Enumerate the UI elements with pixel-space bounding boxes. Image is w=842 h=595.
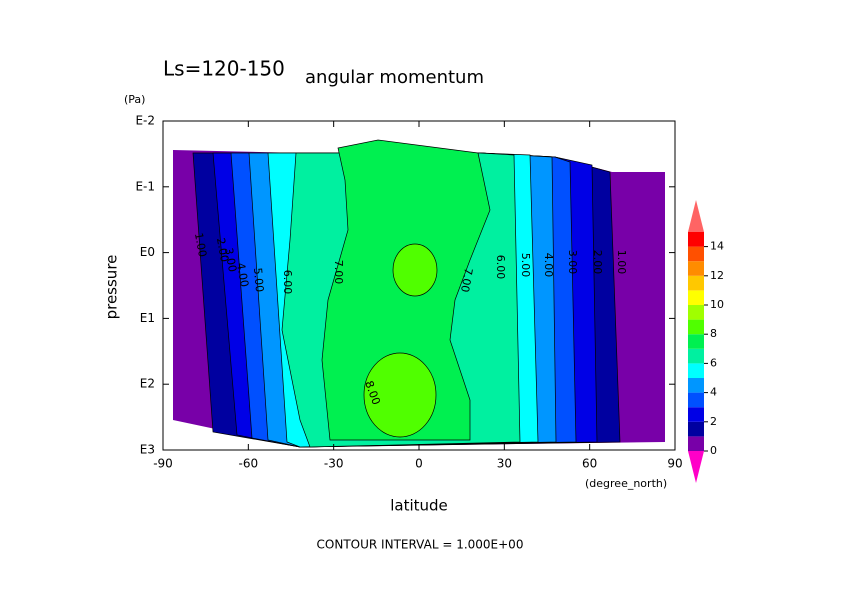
colorbar-tick-label: 0 (710, 444, 717, 457)
colorbar-cell (688, 246, 704, 262)
contour-region (363, 352, 437, 438)
footnote: CONTOUR INTERVAL = 1.000E+00 (317, 538, 524, 552)
contour-label: 7.00 (458, 267, 475, 293)
colorbar-cell (688, 378, 704, 393)
colorbar-tick-label: 14 (710, 240, 724, 253)
contour-label: 6.00 (281, 270, 294, 295)
y-tick-label: E3 (140, 443, 155, 457)
colorbar-cell (688, 436, 704, 451)
colorbar-cell (688, 261, 704, 276)
colorbar-cell (688, 319, 704, 335)
chart-title: Ls=120-150 (163, 57, 285, 81)
colorbar-cell (688, 334, 704, 349)
colorbar-cell (688, 407, 704, 422)
colorbar-cell (688, 232, 704, 247)
contour-label: 5.00 (519, 253, 532, 278)
colorbar-over (688, 200, 704, 232)
colorbar-tick-label: 2 (710, 415, 717, 428)
contour-label: 1.00 (615, 250, 628, 275)
x-tick-label: -90 (153, 457, 173, 471)
chart-subtitle: angular momentum (305, 67, 484, 88)
colorbar-tick-label: 8 (710, 327, 717, 340)
x-tick-label: 30 (497, 457, 512, 471)
colorbar-cell (688, 348, 704, 364)
y-tick-label: E0 (140, 245, 155, 259)
contour-label: 3.00 (566, 250, 579, 275)
contour-label: 6.00 (494, 255, 507, 280)
x-tick-label: 60 (582, 457, 597, 471)
colorbar-tick-label: 12 (710, 269, 724, 282)
x-tick-label: -30 (324, 457, 344, 471)
contour-label: 4.00 (542, 253, 555, 278)
contour-label: 5.00 (251, 267, 266, 293)
colorbar-tick-label: 6 (710, 356, 717, 369)
y-tick-label: E-1 (135, 179, 155, 193)
x-axis-label: latitude (390, 497, 448, 515)
contour-label: 1.00 (192, 232, 209, 258)
colorbar-cell (688, 305, 704, 320)
colorbar-tick-label: 10 (710, 298, 724, 311)
colorbar-cell (688, 421, 704, 437)
colorbar-cell (688, 392, 704, 408)
colorbar-cell (688, 290, 704, 305)
y-tick-label: E-2 (135, 114, 155, 128)
x-unit: (degree_north) (585, 477, 667, 490)
contour-label: 2.00 (214, 237, 231, 263)
contour-label: 7.00 (332, 260, 345, 285)
contour-label: 2.00 (591, 250, 604, 275)
colorbar-cell (688, 275, 704, 291)
x-tick-label: 0 (415, 457, 423, 471)
x-tick-label: 90 (667, 457, 682, 471)
contour-label: 4.00 (234, 262, 251, 288)
contour-label: 3.00 (222, 247, 239, 273)
y-tick-label: E2 (140, 377, 155, 391)
y-unit: (Pa) (124, 93, 145, 106)
colorbar-cell (688, 363, 704, 378)
contour-region (392, 243, 438, 297)
x-tick-label: -60 (239, 457, 259, 471)
y-tick-label: E1 (140, 311, 155, 325)
y-axis-label: pressure (103, 255, 121, 320)
colorbar-tick-label: 4 (710, 386, 717, 399)
colorbar-under (688, 451, 704, 483)
